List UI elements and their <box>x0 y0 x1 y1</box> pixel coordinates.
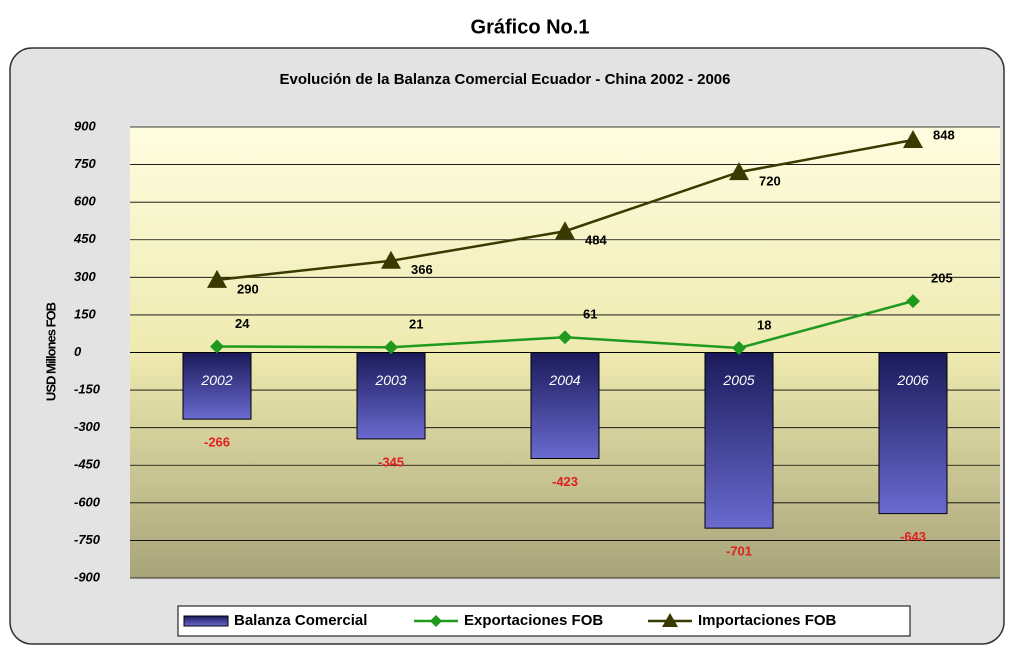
y-tick-label: -900 <box>74 569 101 584</box>
x-tick-label: 2005 <box>722 372 754 388</box>
y-tick-label: -300 <box>74 419 101 434</box>
y-tick-label: -750 <box>74 532 101 547</box>
data-label: 290 <box>237 281 259 296</box>
data-label: -643 <box>900 529 926 544</box>
data-label: 61 <box>583 307 597 322</box>
y-tick-label: 150 <box>74 306 96 321</box>
data-label: 21 <box>409 317 423 332</box>
legend-marker <box>430 615 442 627</box>
x-tick-label: 2004 <box>548 372 580 388</box>
data-label: 484 <box>585 233 607 248</box>
marker <box>381 250 401 269</box>
y-axis-label: USD Millones FOB <box>43 302 58 401</box>
marker <box>555 221 575 240</box>
marker <box>210 339 224 354</box>
data-label: 366 <box>411 262 433 277</box>
marker <box>906 294 920 309</box>
bar <box>878 352 948 515</box>
y-tick-label: -450 <box>74 457 101 472</box>
x-tick-label: 2003 <box>374 372 406 388</box>
marker <box>207 269 227 288</box>
chart-title: Evolución de la Balanza Comercial Ecuado… <box>280 71 731 88</box>
x-tick-label: 2002 <box>200 372 232 388</box>
legend-label: Exportaciones FOB <box>464 612 603 629</box>
legend <box>177 605 911 637</box>
y-tick-label: -600 <box>74 494 101 509</box>
data-label: -423 <box>552 474 578 489</box>
legend-label: Balanza Comercial <box>234 612 367 629</box>
legend-label: Importaciones FOB <box>698 612 837 629</box>
y-tick-label: 900 <box>74 118 96 133</box>
y-tick-label: 300 <box>74 269 96 284</box>
data-label: -701 <box>726 544 752 559</box>
bar <box>530 352 600 459</box>
marker <box>384 340 398 355</box>
marker <box>729 162 749 181</box>
y-tick-label: 600 <box>74 194 96 209</box>
legend-swatch <box>183 615 229 627</box>
data-label: -345 <box>378 454 404 469</box>
bar <box>704 352 774 529</box>
bar <box>356 352 426 440</box>
y-tick-label: 0 <box>74 344 82 359</box>
y-tick-label: 750 <box>74 156 96 171</box>
x-tick-label: 2006 <box>896 372 928 388</box>
data-label: 848 <box>933 127 955 142</box>
data-label: -266 <box>204 435 230 450</box>
bar <box>182 352 252 420</box>
data-label: 720 <box>759 174 781 189</box>
y-tick-label: -150 <box>74 382 101 397</box>
data-label: 24 <box>235 316 250 331</box>
page-title: Gráfico No.1 <box>471 16 590 38</box>
marker <box>903 130 923 149</box>
marker <box>558 330 572 345</box>
y-tick-label: 450 <box>73 231 96 246</box>
data-label: 205 <box>931 271 953 286</box>
marker <box>732 340 746 355</box>
data-label: 18 <box>757 317 771 332</box>
legend-marker <box>662 613 678 627</box>
